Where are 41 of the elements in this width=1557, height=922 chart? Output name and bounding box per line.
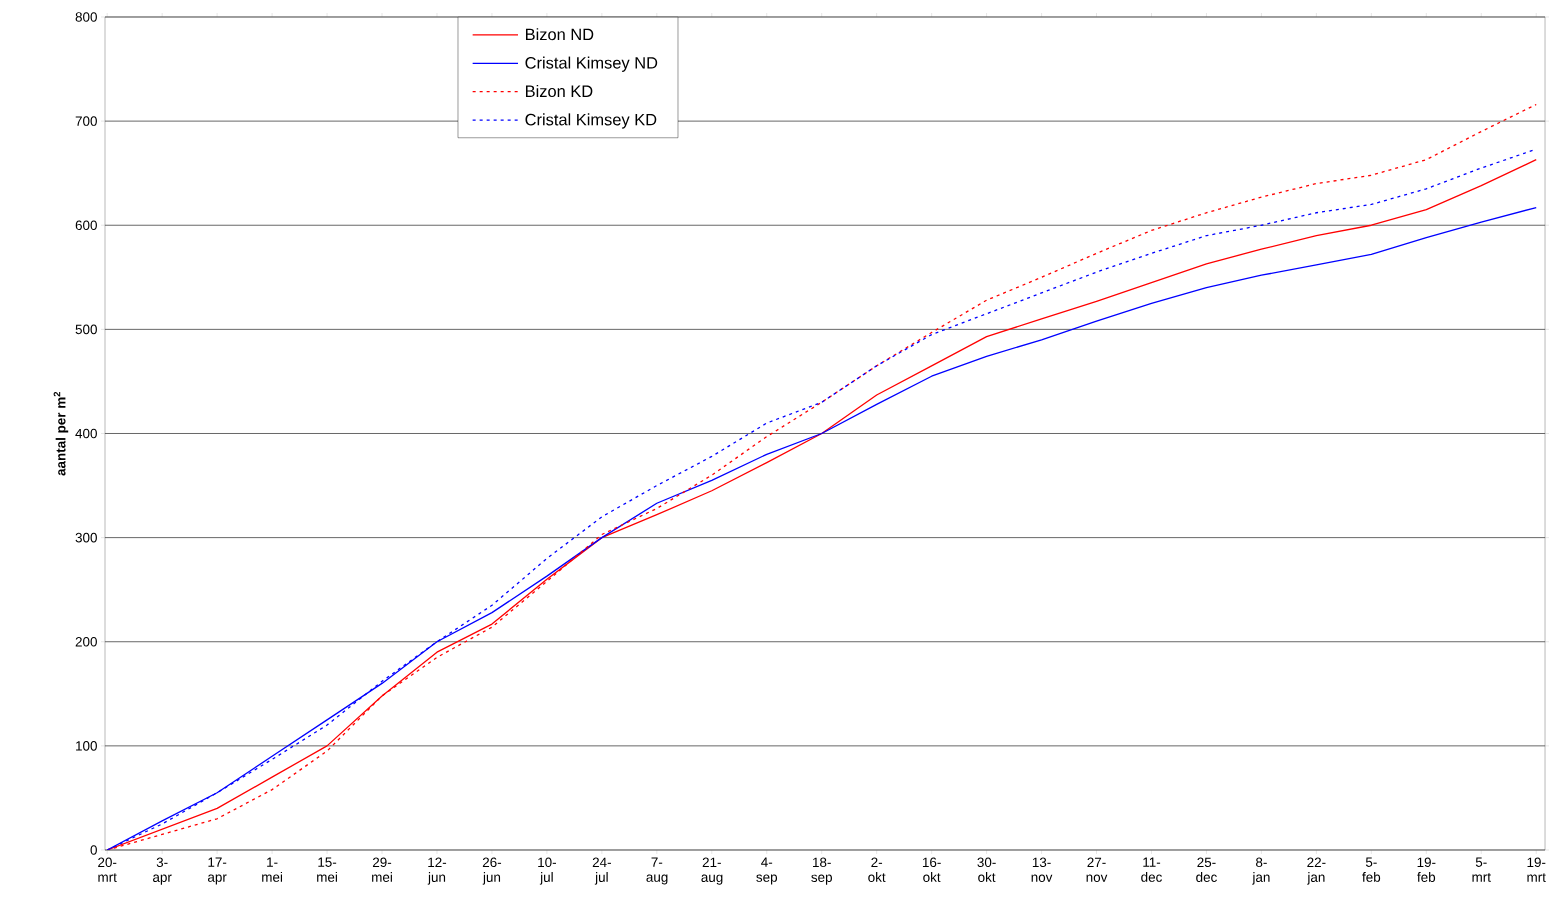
y-tick-label: 600 bbox=[75, 220, 97, 230]
x-tick-label: 20-mrt bbox=[98, 857, 117, 882]
y-tick-label: 500 bbox=[75, 324, 97, 335]
x-tick-label: 1-mei bbox=[262, 857, 283, 882]
x-tick-label: 5-mrt bbox=[1472, 857, 1491, 882]
x-tick-label: 17-apr bbox=[207, 857, 227, 885]
y-tick-label: 400 bbox=[75, 428, 97, 439]
y-axis-title: aantal per m$^{2}$ bbox=[53, 391, 69, 476]
y-tick-label: 700 bbox=[75, 116, 97, 126]
x-tick-label: 5-feb bbox=[1362, 857, 1381, 882]
x-tick-label: 7-aug bbox=[646, 857, 668, 885]
x-tick-label: 19-mrt bbox=[1527, 857, 1546, 882]
x-tick-label: 13-nov bbox=[1031, 857, 1053, 882]
x-tick-label: 4-sep bbox=[756, 857, 778, 885]
x-tick-label: 16-okt bbox=[922, 857, 941, 882]
x-tick-label: 24-jul bbox=[592, 857, 611, 885]
legend-label: Cristal Kimsey ND bbox=[525, 56, 658, 72]
y-tick-label: 300 bbox=[75, 532, 97, 543]
x-tick-label: 25-dec bbox=[1196, 857, 1217, 882]
y-tick-label: 0 bbox=[90, 845, 97, 855]
x-tick-label: 27-nov bbox=[1086, 857, 1108, 882]
y-tick-label: 200 bbox=[75, 636, 97, 647]
legend-label: Bizon ND bbox=[526, 28, 594, 41]
y-tick-label: 100 bbox=[76, 741, 97, 751]
legend-label: Cristal Kimsey KD bbox=[525, 113, 657, 129]
y-tick-label: 800 bbox=[75, 12, 97, 22]
x-tick-label: 3-apr bbox=[153, 857, 172, 885]
x-tick-label: 8-jan bbox=[1252, 857, 1270, 885]
x-tick-label: 21-aug bbox=[701, 857, 723, 885]
x-tick-label: 12-jun bbox=[427, 857, 447, 885]
x-tick-label: 29-mei bbox=[372, 857, 392, 882]
x-tick-label: 26-jun bbox=[482, 857, 502, 885]
x-tick-label: 10-jul bbox=[538, 857, 557, 885]
x-tick-label: 19-feb bbox=[1417, 857, 1436, 882]
x-tick-label: 15-mei bbox=[317, 857, 337, 882]
x-tick-label: 30-okt bbox=[977, 857, 996, 882]
x-tick-label: 11-dec bbox=[1141, 857, 1162, 882]
x-tick-label: 22-jan bbox=[1307, 857, 1326, 885]
x-tick-label: 18-sep bbox=[811, 857, 832, 885]
x-tick-label: 2-okt bbox=[868, 857, 886, 882]
legend-label: Bizon KD bbox=[526, 84, 593, 98]
